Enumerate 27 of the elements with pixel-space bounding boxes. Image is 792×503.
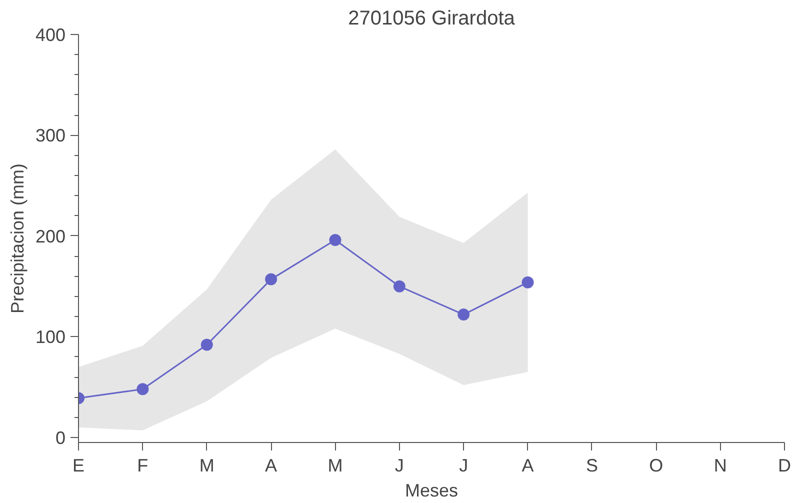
- x-tick-label: A: [522, 456, 534, 476]
- y-tick-label: 0: [55, 428, 66, 448]
- y-tick-label: 400: [35, 25, 66, 45]
- x-axis-title: Meses: [404, 480, 458, 500]
- y-tick-label: 200: [35, 226, 66, 246]
- x-tick-label: J: [459, 456, 468, 476]
- x-tick-label: M: [199, 456, 214, 476]
- y-axis-title: Precipitacion (mm): [7, 163, 28, 314]
- x-tick-label: F: [137, 456, 148, 476]
- point: [329, 234, 342, 246]
- x-tick-label: J: [394, 456, 404, 476]
- point: [200, 338, 213, 351]
- x-tick-label: O: [649, 456, 664, 476]
- point: [265, 273, 278, 286]
- y-tick-label: 300: [35, 126, 66, 146]
- x-tick-label: N: [714, 456, 727, 476]
- x-tick-label: E: [72, 456, 85, 476]
- x-tick-label: D: [778, 456, 791, 476]
- point: [393, 280, 406, 292]
- point: [136, 383, 149, 396]
- point: [458, 308, 470, 321]
- y-tick-label: 100: [35, 327, 66, 348]
- x-tick-label: A: [265, 456, 278, 476]
- point: [522, 276, 534, 288]
- chart-title: 2701056 Girardota: [348, 8, 516, 30]
- x-tick-label: M: [328, 456, 343, 476]
- x-tick-label: S: [586, 456, 598, 476]
